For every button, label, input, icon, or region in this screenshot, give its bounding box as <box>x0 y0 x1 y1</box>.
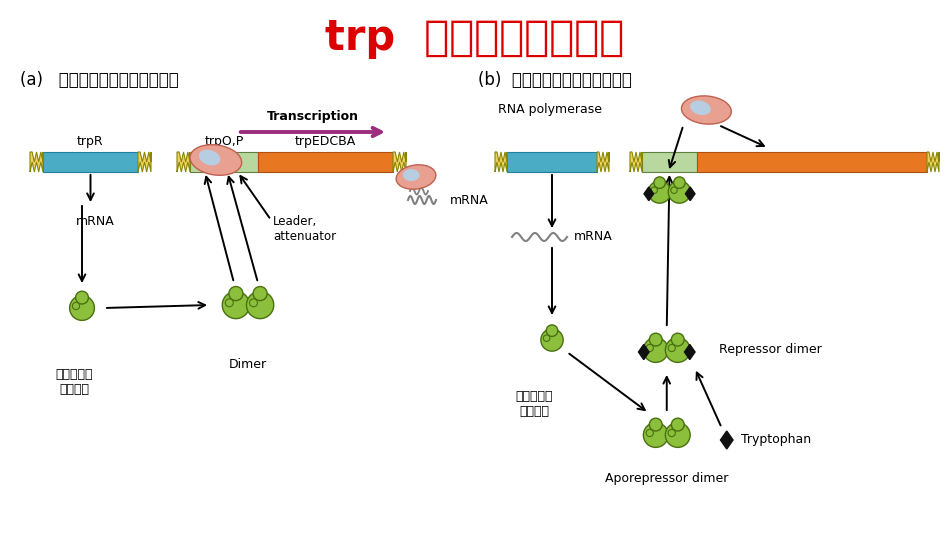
Ellipse shape <box>190 144 241 175</box>
Text: trp  操纵子的阻遏系统: trp 操纵子的阻遏系统 <box>325 17 625 59</box>
Polygon shape <box>684 345 695 360</box>
Circle shape <box>250 299 257 307</box>
Circle shape <box>643 423 668 447</box>
Circle shape <box>665 338 690 362</box>
Circle shape <box>646 430 654 437</box>
Text: Transcription: Transcription <box>267 110 359 123</box>
Text: Dimer: Dimer <box>229 358 267 371</box>
Ellipse shape <box>690 101 711 115</box>
Circle shape <box>222 292 250 319</box>
Text: 脱辅基阻遏
蛋白单体: 脱辅基阻遏 蛋白单体 <box>515 390 553 418</box>
Circle shape <box>246 292 274 319</box>
Circle shape <box>671 187 677 194</box>
Text: RNA polymerase: RNA polymerase <box>498 103 602 117</box>
Circle shape <box>76 291 88 304</box>
Text: 脱辅基阻遏
蛋白单体: 脱辅基阻遏 蛋白单体 <box>55 368 93 396</box>
Circle shape <box>672 418 684 431</box>
Bar <box>258 152 393 172</box>
Circle shape <box>672 333 684 346</box>
Text: mRNA: mRNA <box>76 215 115 228</box>
Circle shape <box>651 187 657 194</box>
Circle shape <box>253 287 267 301</box>
Text: trpO,P: trpO,P <box>204 135 243 148</box>
PathPatch shape <box>138 152 151 172</box>
Text: trpEDCBA: trpEDCBA <box>294 135 356 148</box>
Bar <box>642 152 697 172</box>
Ellipse shape <box>681 96 732 124</box>
Ellipse shape <box>403 169 420 181</box>
Circle shape <box>643 338 668 362</box>
Polygon shape <box>685 187 695 201</box>
Text: mRNA: mRNA <box>574 231 613 243</box>
Text: Tryptophan: Tryptophan <box>741 433 811 447</box>
Circle shape <box>541 329 563 351</box>
PathPatch shape <box>177 152 190 172</box>
Circle shape <box>665 423 690 447</box>
Polygon shape <box>720 431 733 449</box>
Circle shape <box>668 181 691 203</box>
Circle shape <box>69 296 94 320</box>
Circle shape <box>674 177 685 188</box>
Ellipse shape <box>396 165 436 189</box>
Circle shape <box>546 325 558 337</box>
Circle shape <box>649 181 671 203</box>
Polygon shape <box>638 345 649 360</box>
PathPatch shape <box>927 152 939 172</box>
Text: mRNA: mRNA <box>450 194 488 207</box>
PathPatch shape <box>597 152 609 172</box>
Circle shape <box>543 335 550 341</box>
Text: Leader,
attenuator: Leader, attenuator <box>273 215 336 243</box>
Polygon shape <box>644 187 654 201</box>
Text: (b)  高水平色氨酸，具阻遏效应: (b) 高水平色氨酸，具阻遏效应 <box>478 71 632 89</box>
Text: trpR: trpR <box>77 135 104 148</box>
Circle shape <box>654 177 665 188</box>
PathPatch shape <box>30 152 43 172</box>
Circle shape <box>225 299 234 307</box>
Ellipse shape <box>199 150 220 165</box>
Bar <box>697 152 927 172</box>
Circle shape <box>229 287 243 301</box>
Bar <box>507 152 597 172</box>
Circle shape <box>650 418 662 431</box>
Circle shape <box>650 333 662 346</box>
Circle shape <box>72 302 80 310</box>
Text: Repressor dimer: Repressor dimer <box>719 343 822 356</box>
PathPatch shape <box>630 152 642 172</box>
PathPatch shape <box>495 152 507 172</box>
Text: (a)   低水平色氨酸、无阻遏作用: (a) 低水平色氨酸、无阻遏作用 <box>20 71 179 89</box>
Circle shape <box>646 345 654 351</box>
Circle shape <box>668 430 675 437</box>
Bar <box>43 152 138 172</box>
Circle shape <box>668 345 675 351</box>
Bar <box>190 152 258 172</box>
Text: Aporepressor dimer: Aporepressor dimer <box>605 472 729 485</box>
PathPatch shape <box>393 152 406 172</box>
